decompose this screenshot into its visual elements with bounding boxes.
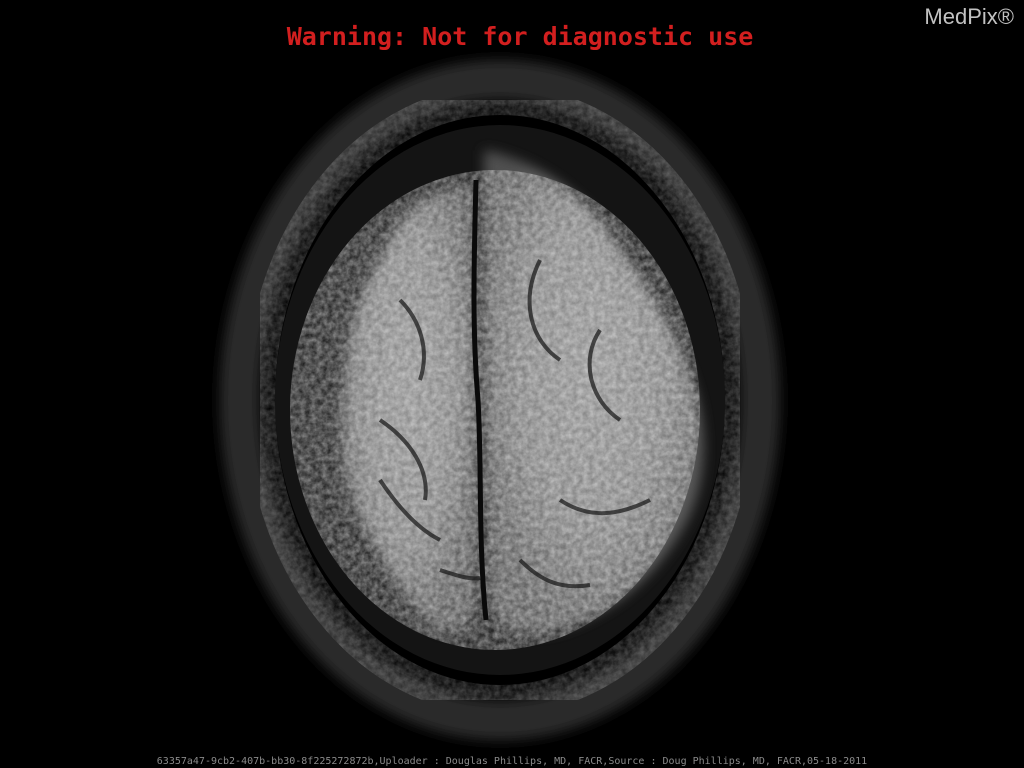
medpix-watermark: MedPix® — [924, 4, 1014, 29]
scalp-ring — [220, 60, 780, 740]
sulci — [378, 259, 651, 589]
warning-text: Warning: Not for diagnostic use — [286, 22, 754, 51]
gyri-texture — [290, 170, 700, 650]
image-caption: 63357a47-9cb2-407b-bb30-8f225272872b,Upl… — [156, 756, 868, 767]
peripheral-rim — [245, 85, 755, 715]
interhemispheric-fissure — [471, 179, 489, 621]
